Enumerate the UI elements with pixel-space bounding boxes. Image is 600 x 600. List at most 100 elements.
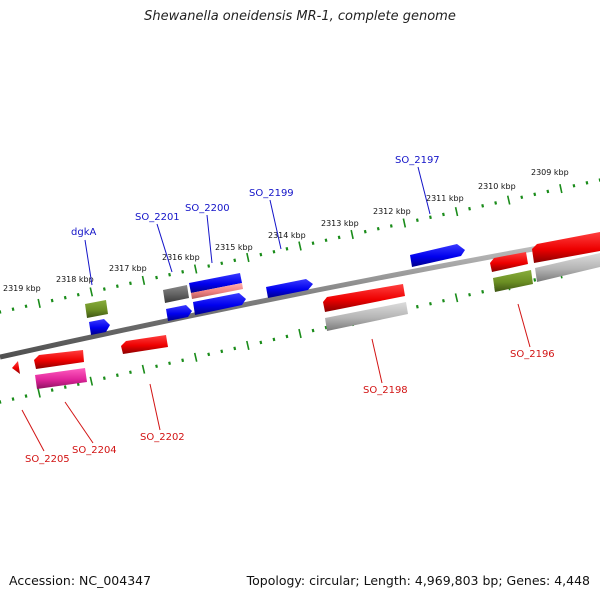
minor-tick xyxy=(468,292,471,297)
minor-tick xyxy=(442,212,445,217)
gene-arrow[interactable] xyxy=(121,335,168,354)
major-tick xyxy=(246,340,250,350)
leader-line xyxy=(149,383,161,431)
gene-arrow[interactable] xyxy=(189,273,242,293)
minor-tick xyxy=(285,247,289,251)
gene-arrow[interactable] xyxy=(89,319,110,335)
genome-backbone xyxy=(0,234,600,360)
gene-arrow[interactable] xyxy=(12,361,20,374)
minor-tick xyxy=(50,388,54,392)
accession-text: Accession: NC_004347 xyxy=(9,573,152,588)
minor-tick xyxy=(233,258,237,263)
minor-tick xyxy=(494,201,498,205)
major-tick xyxy=(506,195,511,205)
minor-tick xyxy=(376,226,380,231)
minor-tick xyxy=(272,249,276,254)
gene-label-so-2199[interactable]: SO_2199 xyxy=(249,188,294,199)
gene-label-so-2200[interactable]: SO_2200 xyxy=(185,203,230,214)
minor-tick xyxy=(168,361,171,366)
gene-label-so-2197[interactable]: SO_2197 xyxy=(395,155,440,166)
minor-tick xyxy=(363,229,367,234)
minor-tick xyxy=(207,352,211,357)
gene-label-so-2202[interactable]: SO_2202 xyxy=(140,432,185,443)
kbp-label: 2317 kbp xyxy=(109,264,147,273)
minor-tick xyxy=(102,376,106,380)
kbp-label: 2310 kbp xyxy=(478,182,516,191)
kbp-label: 2309 kbp xyxy=(531,168,569,177)
gene-label-dgka[interactable]: dgkA xyxy=(71,227,96,238)
minor-tick xyxy=(259,340,263,345)
leader-line xyxy=(371,338,383,384)
forward-features xyxy=(85,244,465,335)
gene-arrow[interactable] xyxy=(266,279,313,298)
gene-arrow[interactable] xyxy=(193,293,246,315)
major-tick xyxy=(37,298,41,308)
minor-tick xyxy=(468,206,471,211)
gene-arrow[interactable] xyxy=(493,270,533,292)
minor-tick xyxy=(415,304,419,309)
minor-tick xyxy=(481,204,485,208)
genome-summary-text: Topology: circular; Length: 4,969,803 bp… xyxy=(246,573,590,588)
kbp-label: 2314 kbp xyxy=(268,231,306,240)
minor-tick xyxy=(102,287,106,291)
gene-arrow[interactable] xyxy=(490,252,528,272)
minor-tick xyxy=(442,298,445,303)
gene-arrow[interactable] xyxy=(85,300,108,318)
minor-tick xyxy=(233,346,237,351)
minor-tick xyxy=(285,334,289,339)
gene-label-so-2204[interactable]: SO_2204 xyxy=(72,445,117,456)
kbp-label: 2311 kbp xyxy=(426,194,464,203)
major-tick xyxy=(141,364,146,374)
major-tick xyxy=(402,218,407,228)
minor-tick xyxy=(207,264,211,268)
minor-tick xyxy=(24,304,28,309)
gene-label-so-2196[interactable]: SO_2196 xyxy=(510,349,555,360)
forward-gene-labels: dgkA SO_2201 SO_2200 SO_2199 SO_2197 xyxy=(71,155,440,238)
gene-arrow[interactable] xyxy=(34,350,84,369)
minor-tick xyxy=(168,272,171,277)
gene-arrow[interactable] xyxy=(163,285,189,303)
leader-line xyxy=(517,303,531,348)
minor-tick xyxy=(115,373,119,378)
gene-label-so-2201[interactable]: SO_2201 xyxy=(135,212,180,223)
minor-tick xyxy=(389,224,393,228)
reverse-features xyxy=(12,232,600,389)
kbp-label: 2319 kbp xyxy=(3,284,41,293)
minor-tick xyxy=(520,195,524,200)
minor-tick xyxy=(572,183,576,188)
gene-arrow[interactable] xyxy=(410,244,465,267)
kbp-label: 2318 kbp xyxy=(56,275,94,284)
kbp-label: 2316 kbp xyxy=(162,253,200,262)
gene-arrow[interactable] xyxy=(35,368,87,389)
minor-tick xyxy=(220,349,224,354)
minor-tick xyxy=(63,295,67,300)
forward-tick-row xyxy=(0,178,600,314)
major-tick xyxy=(298,328,302,339)
minor-tick xyxy=(76,292,80,297)
gene-arrow[interactable] xyxy=(191,283,243,299)
kbp-label: 2313 kbp xyxy=(321,219,359,228)
minor-tick xyxy=(311,328,315,333)
minor-tick xyxy=(259,252,263,257)
minor-tick xyxy=(63,385,67,389)
minor-tick xyxy=(324,238,328,243)
major-tick xyxy=(37,388,41,398)
major-tick xyxy=(454,293,459,303)
gene-arrow[interactable] xyxy=(535,253,600,282)
minor-tick xyxy=(220,261,224,266)
major-tick xyxy=(141,275,146,285)
gene-arrow[interactable] xyxy=(323,284,405,312)
minor-tick xyxy=(324,325,328,330)
gene-arrow[interactable] xyxy=(325,302,408,331)
gene-label-so-2205[interactable]: SO_2205 xyxy=(25,454,70,465)
gene-arrow[interactable] xyxy=(532,232,600,263)
leader-line xyxy=(417,166,431,215)
gene-label-so-2198[interactable]: SO_2198 xyxy=(363,385,408,396)
major-tick xyxy=(454,207,459,217)
gene-arrow[interactable] xyxy=(166,305,192,321)
minor-tick xyxy=(429,301,432,306)
major-tick xyxy=(559,184,563,194)
major-tick xyxy=(298,241,302,251)
minor-tick xyxy=(129,370,132,375)
